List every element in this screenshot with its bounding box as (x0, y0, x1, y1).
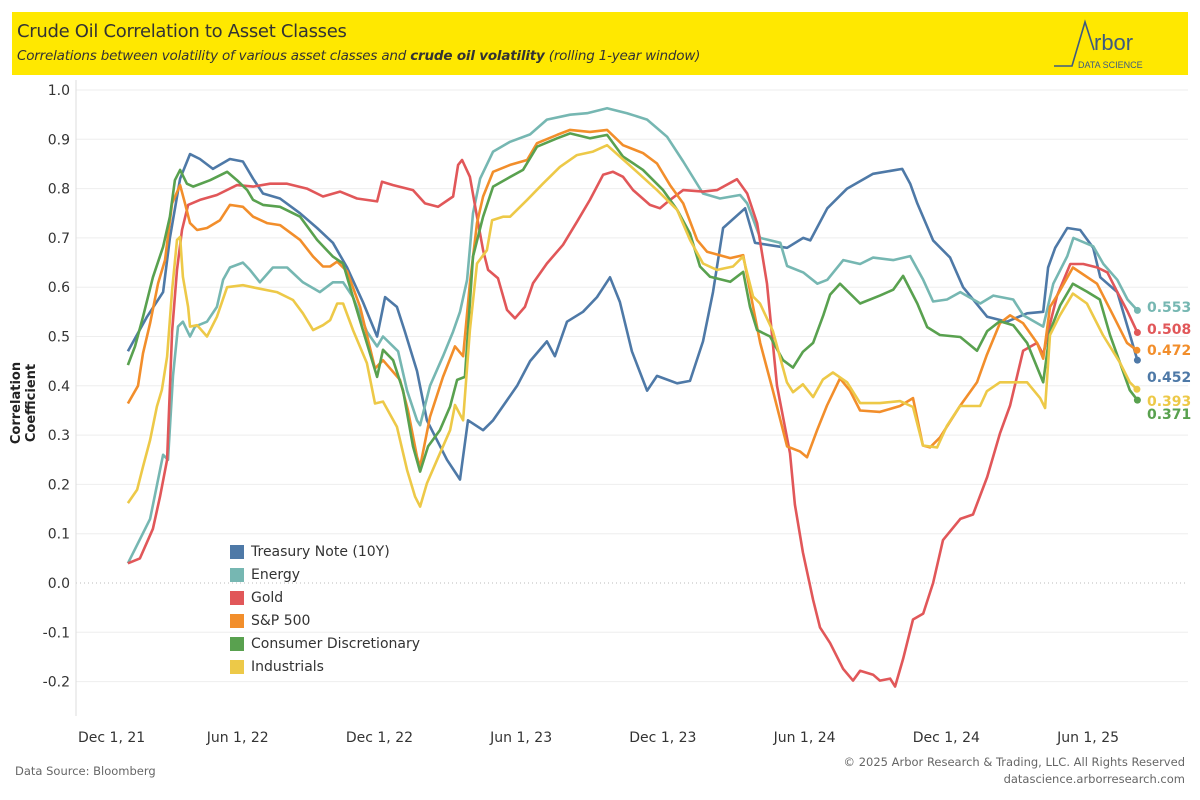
x-tick-labels: Dec 1, 21 Jun 1, 22 Dec 1, 22 Jun 1, 23 Dec … (78, 730, 1119, 746)
legend: Treasury Note (10Y) Energy Gold S&P 500 … (230, 540, 420, 678)
end-point-marker (1133, 306, 1141, 314)
subtitle-emphasis: crude oil volatility (410, 48, 545, 64)
site-link[interactable]: datascience.arborresearch.com (1003, 772, 1185, 786)
y-tick-label: 0.1 (48, 527, 70, 543)
subtitle-window: (rolling 1-year window) (544, 48, 701, 64)
chart-subtitle: Correlations between volatility of vario… (17, 48, 700, 64)
data-source: Data Source: Bloomberg (15, 764, 156, 778)
y-tick-label: 0.0 (48, 576, 70, 592)
end-point-marker (1133, 356, 1141, 364)
y-tick-label: 0.5 (48, 330, 70, 346)
y-tick-label: 0.2 (48, 477, 70, 493)
x-tick-label: Dec 1, 23 (629, 730, 696, 746)
y-tick-label: 0.6 (48, 280, 70, 296)
y-tick-label: 0.8 (48, 182, 70, 198)
logo-text: rbor (1094, 30, 1133, 55)
y-tick-label: 1.0 (48, 83, 70, 99)
legend-label: Consumer Discretionary (251, 635, 420, 652)
legend-swatch (230, 544, 244, 559)
end-point-marker (1133, 396, 1141, 404)
legend-swatch (230, 636, 244, 651)
series-line-gold (127, 158, 1139, 688)
legend-swatch (230, 613, 244, 628)
y-tick-label: -0.1 (43, 625, 70, 641)
legend-item-consumer-discretionary[interactable]: Consumer Discretionary (230, 632, 420, 655)
arbor-logo: rbor DATA SCIENCE (1054, 19, 1143, 70)
x-tick-label: Jun 1, 22 (206, 730, 269, 746)
legend-label: Gold (251, 589, 284, 606)
series-line-consumer-discretionary (126, 132, 1139, 473)
x-tick-label: Jun 1, 24 (773, 730, 836, 746)
copyright-text: © 2025 Arbor Research & Trading, LLC. Al… (843, 755, 1185, 769)
x-tick-label: Dec 1, 24 (913, 730, 980, 746)
series-line-energy (126, 106, 1139, 564)
end-point-marker (1133, 329, 1141, 337)
legend-swatch (230, 567, 244, 582)
x-tick-label: Jun 1, 25 (1056, 730, 1119, 746)
chart-title: Crude Oil Correlation to Asset Classes (17, 21, 347, 42)
y-tick-label: 0.4 (48, 379, 70, 395)
series-line-industrials (126, 143, 1138, 508)
legend-label: Industrials (251, 658, 324, 675)
series-line-treasury-note-10y- (126, 152, 1139, 481)
y-tick-label: 0.7 (48, 231, 70, 247)
legend-swatch (230, 590, 244, 605)
legend-item-industrials[interactable]: Industrials (230, 655, 420, 678)
x-tick-label: Dec 1, 21 (78, 730, 145, 746)
x-tick-label: Dec 1, 22 (346, 730, 413, 746)
legend-label: Treasury Note (10Y) (251, 543, 390, 560)
legend-item-energy[interactable]: Energy (230, 563, 420, 586)
end-point-marker (1133, 346, 1141, 354)
legend-item-gold[interactable]: Gold (230, 586, 420, 609)
end-value-label: 0.452 (1147, 370, 1191, 386)
y-tick-label: 0.3 (48, 428, 70, 444)
x-tick-label: Jun 1, 23 (489, 730, 552, 746)
y-axis-title: Correlation Coefficient (9, 361, 39, 445)
logo-a-mark-icon (1054, 19, 1095, 67)
end-point-marker (1133, 385, 1141, 393)
subtitle-text: Correlations between volatility of vario… (17, 48, 411, 64)
end-value-label: 0.553 (1147, 300, 1191, 316)
series-line-s-p-500 (126, 128, 1138, 468)
series-lines (126, 106, 1141, 688)
end-value-label: 0.371 (1147, 407, 1191, 423)
y-tick-label: 0.9 (48, 132, 70, 148)
logo-subtext: DATA SCIENCE (1078, 60, 1143, 70)
y-tick-labels: 1.0 0.9 0.8 0.7 0.6 0.5 0.4 0.3 0.2 0.1 0.0 -0.1 -0.… (43, 83, 70, 691)
legend-item-treasury[interactable]: Treasury Note (10Y) (230, 540, 420, 563)
legend-item-sp500[interactable]: S&P 500 (230, 609, 420, 632)
end-value-label: 0.472 (1147, 343, 1191, 359)
header-banner: Crude Oil Correlation to Asset Classes C… (12, 12, 1188, 75)
y-tick-label: -0.2 (43, 675, 70, 691)
end-value-label: 0.508 (1147, 322, 1191, 338)
legend-label: S&P 500 (251, 612, 311, 629)
legend-label: Energy (251, 566, 301, 583)
legend-swatch (230, 659, 244, 674)
end-value-label: 0.393 (1147, 394, 1191, 410)
footer-credits: © 2025 Arbor Research & Trading, LLC. Al… (844, 754, 1185, 788)
